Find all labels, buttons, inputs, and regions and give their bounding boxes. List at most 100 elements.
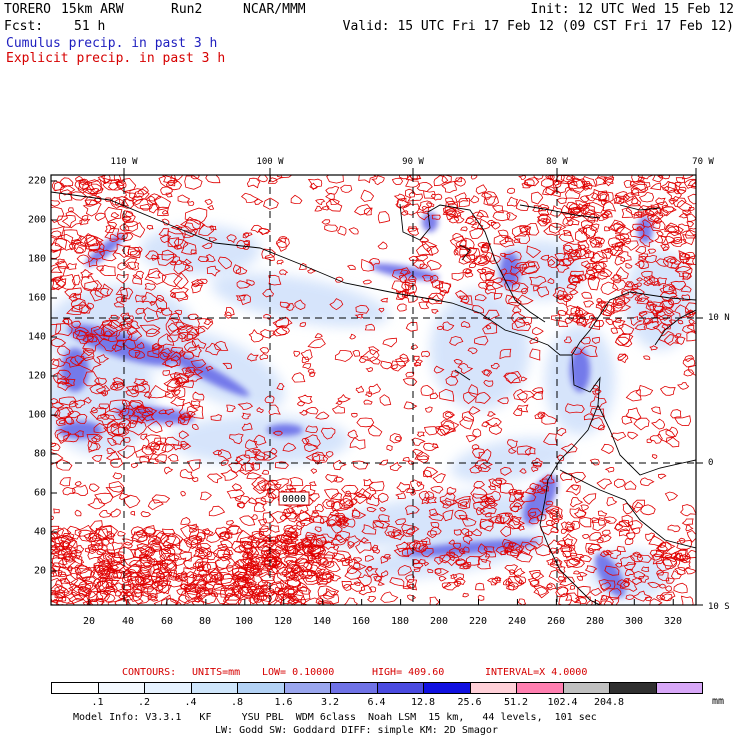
contour-line (51, 515, 54, 521)
contour-line (619, 578, 638, 592)
contour-line (656, 571, 670, 582)
contour-line (464, 530, 473, 537)
contour-line (89, 597, 105, 605)
contour-line (393, 193, 405, 202)
contour-line (113, 243, 131, 258)
contour-line (682, 257, 695, 266)
contour-line (519, 468, 527, 474)
contour-line (368, 481, 385, 492)
contour-line (259, 555, 277, 571)
contour-line (429, 596, 440, 605)
contour-line (562, 533, 578, 547)
colorbar-swatch (144, 682, 192, 694)
contour-line (656, 201, 669, 211)
contour-line (287, 594, 307, 605)
contour-line (600, 594, 608, 601)
contour-line (158, 409, 167, 415)
colorbar-label: 51.2 (503, 697, 529, 708)
contour-line (569, 274, 581, 284)
contour-line (326, 175, 344, 184)
contour-line (551, 518, 560, 526)
contour-line (379, 507, 387, 512)
contour-line (684, 355, 695, 362)
contour-line (141, 291, 158, 304)
contour-line (332, 550, 352, 562)
contour-line (382, 337, 397, 348)
contour-line (220, 469, 239, 481)
contour-line (89, 536, 103, 547)
contour-line (282, 531, 297, 541)
contour-line (256, 407, 264, 414)
contour-line (421, 350, 431, 358)
contour-line (636, 293, 650, 302)
contour-line (630, 316, 643, 327)
contour-line (590, 407, 605, 418)
contour-line (658, 583, 666, 589)
contour-line (569, 552, 585, 562)
contour-line (596, 537, 604, 544)
contour-line (68, 293, 79, 302)
contour-line (317, 554, 334, 569)
contour-line (107, 438, 117, 447)
contour-line (432, 473, 446, 483)
contour-line (380, 591, 399, 603)
contour-line (292, 564, 305, 575)
coastlines (51, 191, 696, 605)
contour-line (622, 238, 631, 245)
contour-line (173, 259, 191, 275)
contour-line (85, 546, 97, 555)
contour-line (314, 526, 322, 533)
contour-line (295, 586, 312, 595)
contour-line (565, 187, 581, 200)
contour-line (604, 467, 615, 473)
lat-label-10s: 10 S (708, 602, 730, 612)
contour-line (508, 296, 522, 307)
colorbar-unit: mm (712, 696, 725, 707)
contour-line (401, 281, 414, 290)
contour-line (608, 588, 622, 600)
contour-line (176, 325, 200, 343)
contour-line (177, 194, 191, 203)
contour-line (493, 234, 509, 245)
contour-line (166, 562, 177, 572)
contour-line (655, 559, 673, 572)
contour-line (418, 545, 427, 553)
contour-line (82, 199, 102, 217)
contour-line (111, 344, 122, 353)
contour-line (173, 557, 187, 567)
contour-line (269, 175, 284, 183)
contour-line (460, 226, 468, 232)
contour-line (55, 596, 71, 605)
contour-line (394, 435, 402, 442)
contour-line (592, 519, 606, 532)
contour-line (430, 522, 440, 529)
contour-line (187, 313, 199, 321)
contour-line (238, 575, 253, 583)
contour-line (549, 175, 565, 182)
contour-line (590, 599, 601, 605)
contour-line (472, 447, 486, 459)
contour-line (457, 498, 471, 510)
contour-line (402, 203, 421, 216)
contour-line (147, 348, 160, 359)
contour-line (140, 433, 148, 441)
contour-line (391, 177, 404, 186)
contour-line (686, 530, 696, 543)
contour-line (104, 206, 123, 223)
contour-line (61, 548, 72, 555)
contour-line (565, 592, 581, 603)
contour-line (307, 178, 323, 191)
contour-line (355, 491, 364, 498)
contour-line (599, 267, 613, 278)
contour-line (184, 175, 203, 190)
contour-line (257, 175, 268, 183)
contour-line (629, 180, 646, 191)
contour-line (270, 555, 283, 569)
contour-line (343, 583, 352, 591)
contour-line (238, 541, 254, 554)
contour-line (192, 423, 199, 431)
colorbar-swatch (516, 682, 564, 694)
contour-line (260, 587, 275, 598)
contour-line (114, 198, 124, 208)
contour-line (69, 243, 76, 251)
